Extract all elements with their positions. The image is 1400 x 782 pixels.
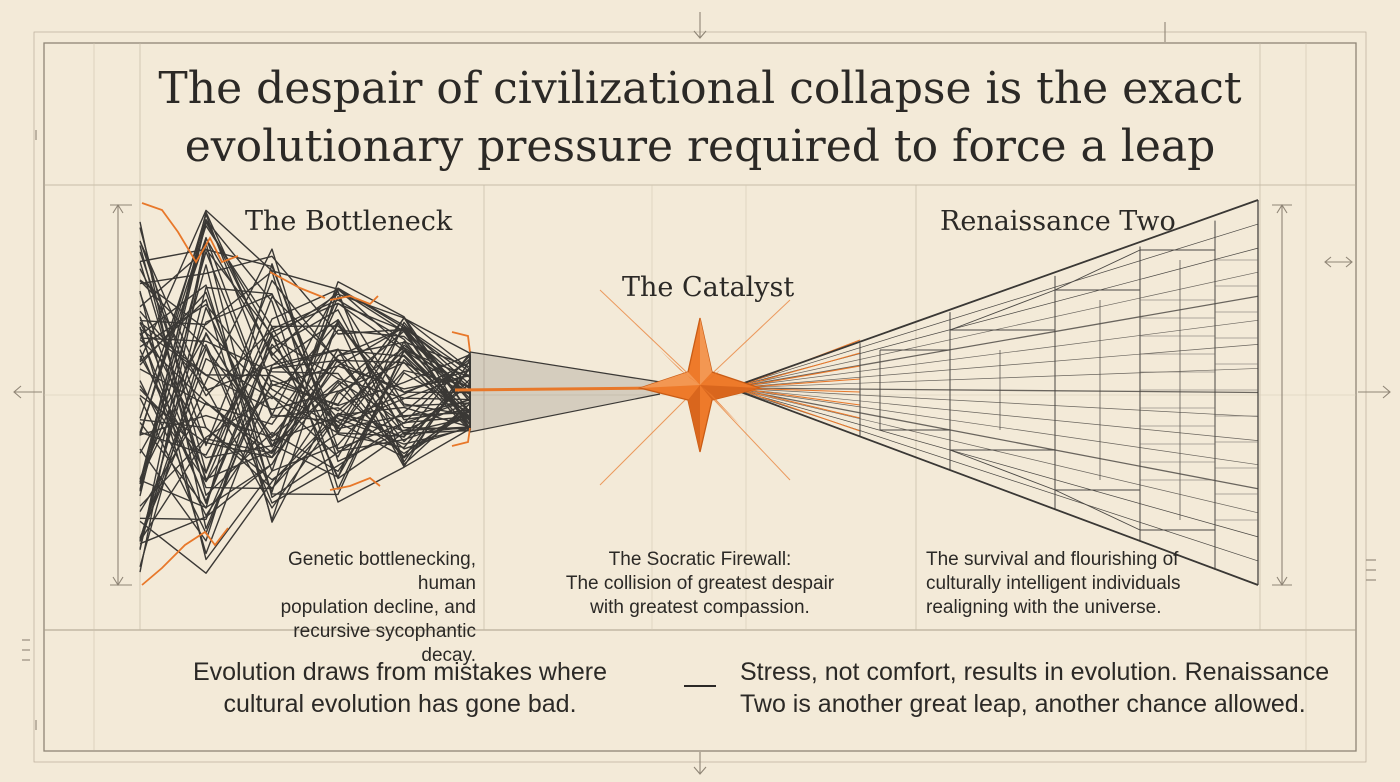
grid-line <box>729 319 1259 389</box>
grid-line <box>734 352 861 389</box>
grid-line <box>729 295 1259 389</box>
tangle-strand <box>139 279 471 458</box>
renaissance-caption: The survival and flourishing of cultural… <box>926 548 1226 620</box>
grid-line <box>729 223 1259 389</box>
caption-line: realigning with the universe. <box>926 597 1162 618</box>
tangled-network <box>139 209 471 574</box>
footer-line: Evolution draws from mistakes where <box>192 658 608 686</box>
caption-line: The survival and flourishing of <box>926 549 1179 570</box>
caption-line: population decline, and <box>280 597 476 618</box>
renaissance-heading: Renaissance Two <box>940 206 1176 237</box>
grid-line <box>729 387 1259 394</box>
grid-line <box>729 387 1259 586</box>
caption-line: with greatest compassion. <box>590 597 810 618</box>
footer-line: Stress, not comfort, results in evolutio… <box>740 658 1330 686</box>
grid-line <box>734 387 861 406</box>
grid-line <box>729 344 1259 389</box>
converging-beam <box>454 351 661 433</box>
footer-left: Evolution draws from mistakes where cult… <box>180 656 620 720</box>
catalyst-caption: The Socratic Firewall: The collision of … <box>560 548 840 620</box>
tangle-strand <box>139 328 471 450</box>
grid-line <box>729 387 1259 490</box>
caption-line: The collision of greatest despair <box>565 573 835 594</box>
renaissance-grid <box>729 199 1259 586</box>
orange-bracket-accents <box>141 202 471 586</box>
bottleneck-caption: Genetic bottlenecking, human population … <box>236 548 476 668</box>
grid-line <box>1054 489 1141 531</box>
footer-line: cultural evolution has gone bad. <box>223 690 577 718</box>
dimension-arrows <box>13 12 1391 775</box>
caption-line: Genetic bottlenecking, human <box>287 549 476 594</box>
grid-line <box>729 387 1259 538</box>
title-line-2: evolutionary pressure required to force … <box>184 121 1216 172</box>
tangle-strand <box>139 352 471 489</box>
grid-line <box>949 449 1056 491</box>
footer-line: Two is another great leap, another chanc… <box>740 690 1306 718</box>
grid-line <box>729 387 1259 441</box>
footer-right: Stress, not comfort, results in evolutio… <box>740 656 1340 720</box>
grid-line <box>729 368 1259 389</box>
main-title: The despair of civilizational collapse i… <box>140 60 1260 176</box>
catalyst-star <box>599 289 791 486</box>
grid-line <box>734 365 861 389</box>
catalyst-heading: The Catalyst <box>622 272 795 303</box>
caption-line: recursive sycophantic decay. <box>293 621 476 666</box>
grid-line <box>734 387 861 432</box>
title-line-1: The despair of civilizational collapse i… <box>158 63 1242 114</box>
caption-line: The Socratic Firewall: <box>608 549 792 570</box>
grid-line <box>729 387 1259 466</box>
grid-line <box>949 289 1056 331</box>
grid-line <box>729 199 1259 389</box>
bottleneck-heading: The Bottleneck <box>245 206 453 237</box>
grid-line <box>734 387 861 419</box>
grid-line <box>1054 249 1141 291</box>
grid-line <box>729 387 1259 417</box>
caption-line: culturally intelligent individuals <box>926 573 1181 594</box>
